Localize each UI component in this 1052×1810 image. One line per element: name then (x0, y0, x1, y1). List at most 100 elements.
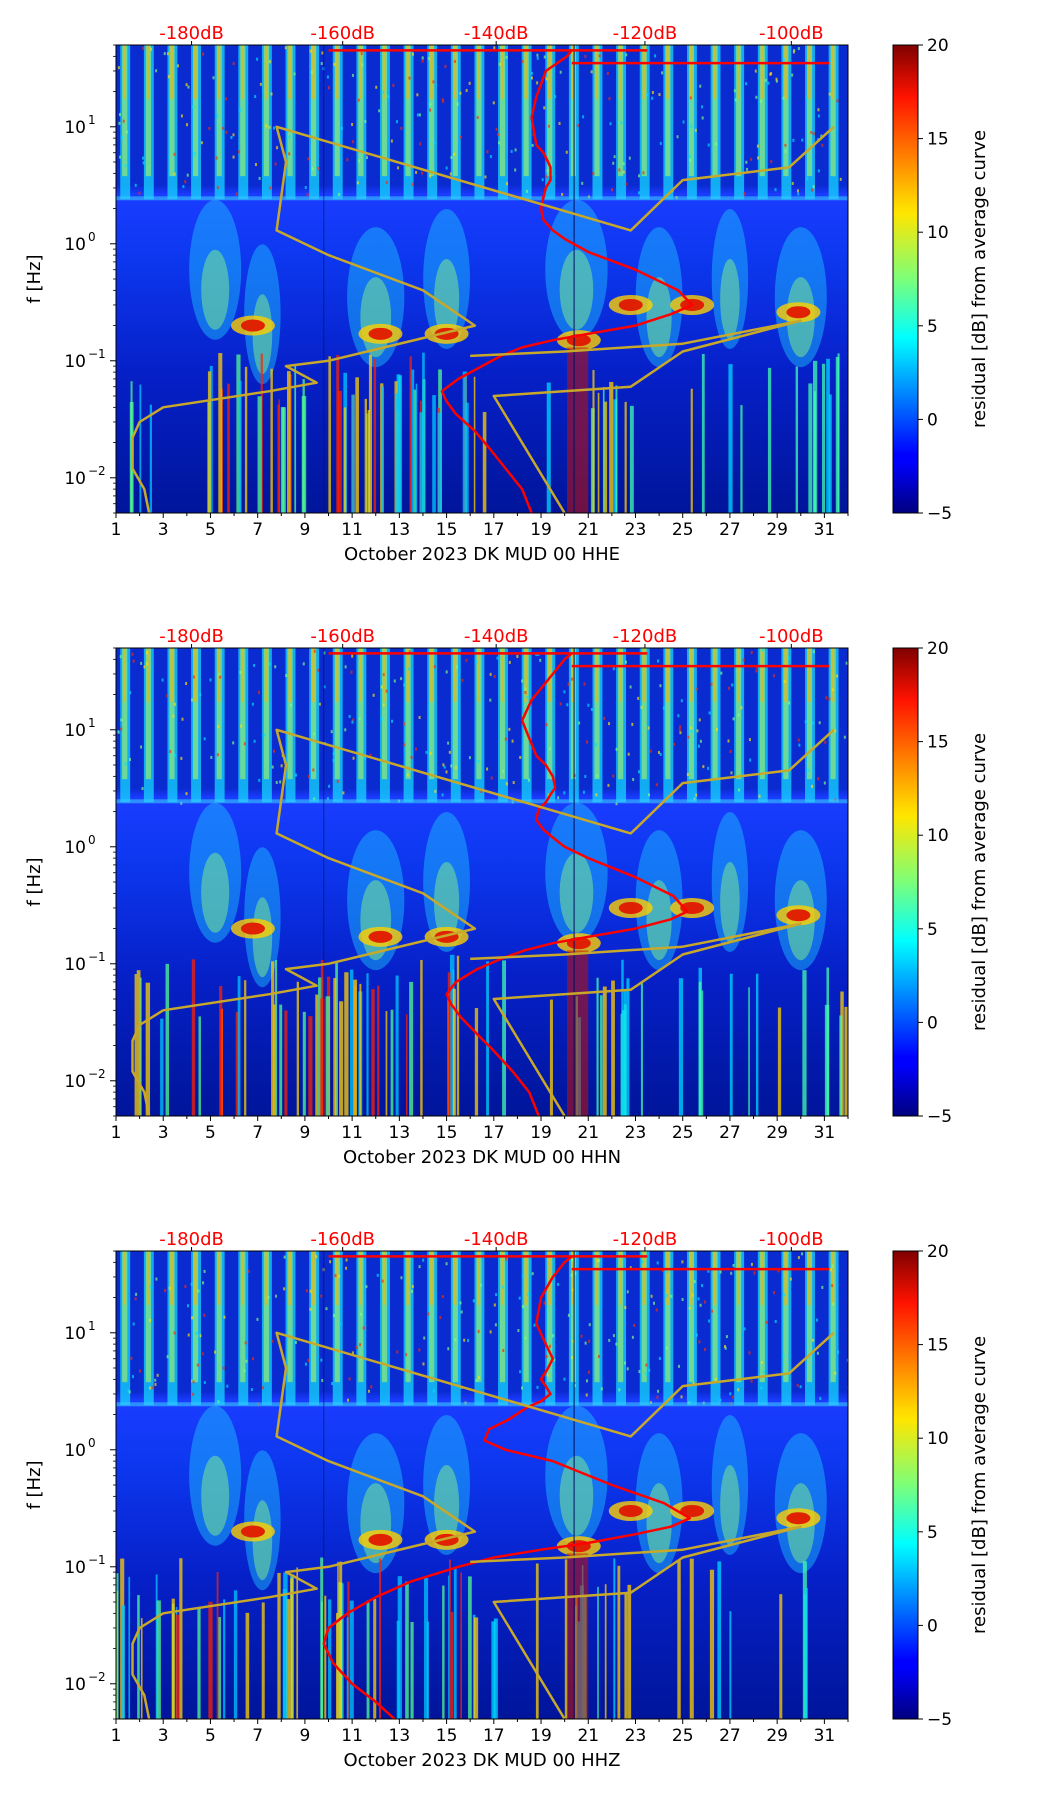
lf-streak (640, 981, 643, 1116)
storm-spot-core (240, 319, 265, 332)
x-tick-label: 19 (530, 1123, 552, 1143)
noise-speck (161, 678, 164, 682)
noise-speck (380, 717, 383, 721)
noise-speck (333, 1314, 336, 1318)
noise-speck (498, 141, 501, 145)
noise-speck (843, 735, 846, 739)
microseism-plume-core (559, 852, 594, 933)
noise-speck (253, 663, 256, 667)
noise-speck (155, 69, 158, 73)
noise-speck (504, 1257, 507, 1261)
event-column (567, 347, 589, 513)
hf-stripe-hot (123, 648, 126, 703)
lf-streak (564, 1559, 568, 1719)
lf-streak (390, 1009, 394, 1116)
colorbar-tick-label: 5 (927, 317, 938, 337)
noise-speck (326, 797, 329, 801)
x-tick-label: 5 (205, 1726, 216, 1746)
lf-streak (395, 975, 399, 1116)
hf-stripe-hot (359, 45, 363, 100)
noise-speck (774, 188, 777, 192)
noise-speck (418, 1348, 421, 1352)
hf-stripe-hot (241, 1251, 244, 1306)
lf-streak (397, 1576, 402, 1719)
lf-streak (405, 1581, 409, 1719)
noise-speck (215, 156, 218, 160)
hf-stripe-core (688, 45, 695, 177)
noise-speck (240, 724, 243, 728)
noise-speck (356, 181, 359, 185)
colorbar-label: residual [dB] from average curve (969, 130, 990, 428)
noise-speck (681, 1260, 684, 1264)
noise-speck (432, 80, 435, 84)
hf-stripe-core (759, 45, 765, 177)
noise-speck (815, 1318, 818, 1322)
noise-speck (536, 1385, 539, 1389)
noise-speck (645, 1363, 648, 1367)
model-curve-1 (131, 728, 835, 1116)
hf-stripe-core (618, 1251, 624, 1383)
noise-speck (351, 1351, 354, 1355)
noise-speck (323, 651, 326, 655)
y-tick-exponent: −1 (88, 347, 106, 361)
lf-streak (546, 382, 551, 513)
noise-speck (647, 726, 650, 730)
noise-speck (645, 1372, 648, 1376)
hf-stripe-hot (430, 45, 433, 100)
noise-speck (719, 1270, 722, 1274)
noise-speck (320, 62, 323, 66)
y-axis-label: f [Hz] (24, 857, 45, 906)
storm-spot-core (786, 909, 811, 922)
noise-speck (307, 157, 310, 161)
noise-speck (750, 651, 753, 655)
lf-streak (377, 985, 380, 1116)
noise-speck (173, 152, 176, 156)
noise-speck (372, 693, 375, 697)
noise-speck (433, 665, 436, 669)
hf-stripe-hot (760, 648, 764, 703)
x-axis-label: October 2023 DK MUD 00 HHN (343, 1147, 621, 1168)
lf-streak (287, 371, 291, 513)
noise-speck (145, 662, 148, 666)
x-tick-label: 7 (252, 1123, 263, 1143)
lf-streak (217, 1617, 221, 1719)
noise-speck (505, 782, 508, 786)
noise-speck (556, 1282, 559, 1286)
noise-speck (521, 60, 524, 64)
top-db-label: -120dB (613, 626, 678, 647)
noise-speck (559, 70, 562, 74)
noise-speck (545, 175, 548, 179)
noise-speck (268, 662, 271, 666)
noise-speck (336, 779, 339, 783)
noise-speck (756, 665, 759, 669)
storm-spot-core (618, 298, 643, 311)
noise-speck (128, 1390, 131, 1394)
noise-speck (154, 1378, 157, 1382)
hf-stripe-hot (524, 45, 528, 100)
microseism-plume (189, 802, 242, 943)
noise-speck (280, 764, 283, 768)
noise-speck (805, 96, 808, 100)
noise-speck (453, 152, 456, 156)
noise-speck (309, 1289, 312, 1293)
y-tick-exponent: 0 (88, 230, 96, 244)
noise-speck (449, 172, 452, 176)
lf-streak (128, 1576, 131, 1719)
storm-spot-core (368, 1533, 393, 1546)
noise-speck (693, 1280, 696, 1284)
hf-stripe-hot (170, 648, 174, 703)
noise-speck (526, 695, 529, 699)
lf-streak (473, 1617, 479, 1719)
hf-stripe-hot (571, 648, 575, 703)
noise-speck (129, 691, 132, 695)
lf-streak (165, 963, 170, 1116)
x-tick-label: 17 (483, 520, 505, 540)
hf-stripe-core (736, 45, 742, 177)
noise-speck (370, 1385, 373, 1389)
hf-stripe-core (240, 648, 246, 780)
noise-speck (477, 760, 480, 764)
noise-speck (681, 1298, 684, 1302)
storm-spot-core (680, 1504, 705, 1517)
noise-speck (252, 1357, 255, 1361)
